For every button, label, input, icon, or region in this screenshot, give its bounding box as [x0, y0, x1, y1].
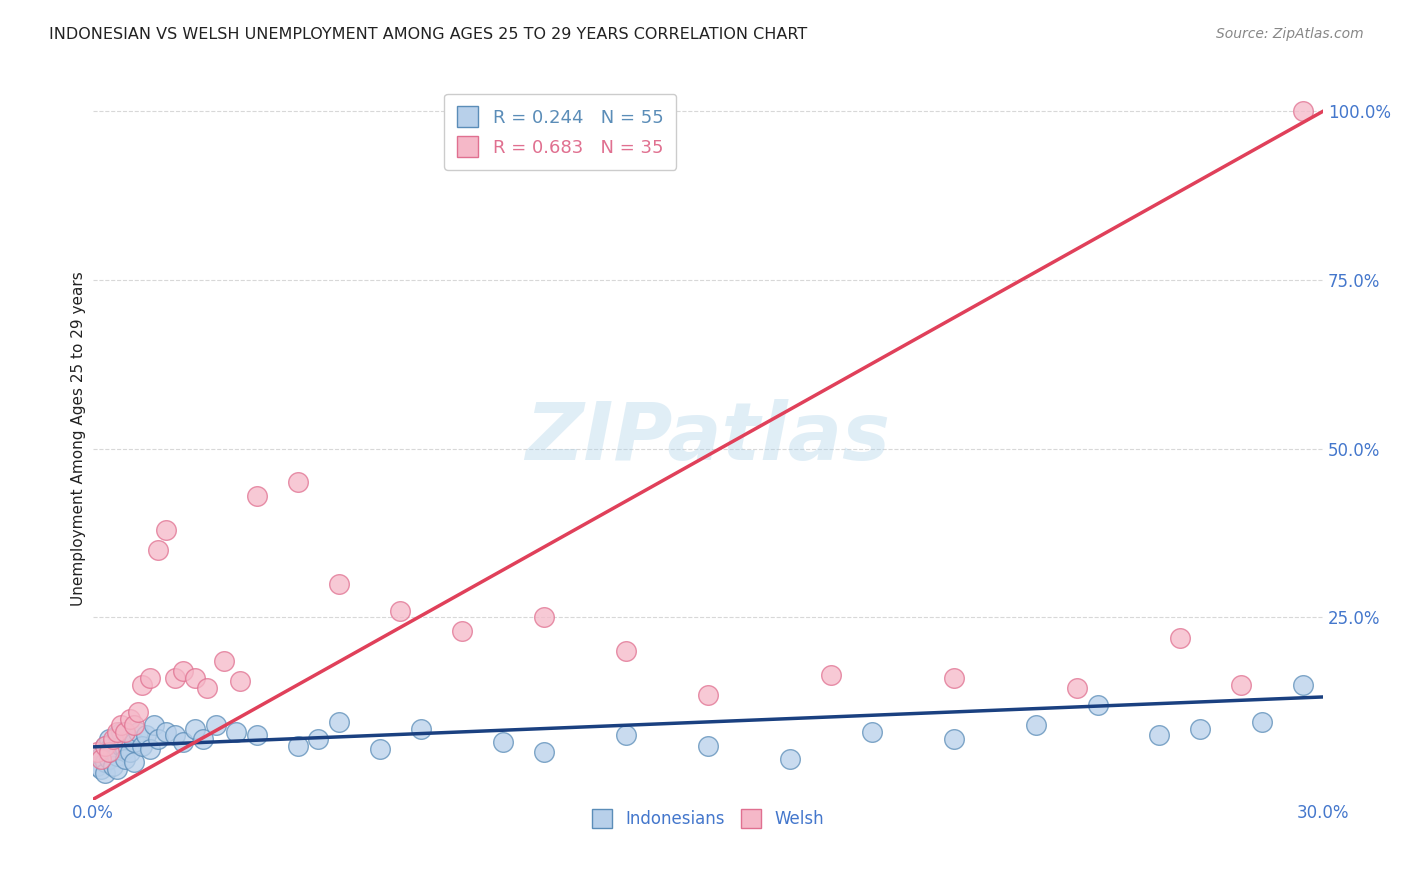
Point — [155, 523, 177, 537]
Point — [1168, 631, 1191, 645]
Point — [98, 731, 121, 746]
Point — [212, 654, 235, 668]
Point — [1147, 728, 1170, 742]
Point — [1025, 718, 1047, 732]
Point — [94, 739, 117, 753]
Point — [696, 739, 718, 753]
Legend: Indonesians, Welsh: Indonesians, Welsh — [585, 802, 831, 835]
Point — [1291, 678, 1313, 692]
Point — [105, 748, 128, 763]
Point — [860, 725, 883, 739]
Point — [101, 745, 124, 759]
Point — [114, 742, 136, 756]
Point — [696, 688, 718, 702]
Point — [101, 735, 124, 749]
Point — [118, 712, 141, 726]
Y-axis label: Unemployment Among Ages 25 to 29 years: Unemployment Among Ages 25 to 29 years — [72, 271, 86, 606]
Point — [533, 745, 555, 759]
Point — [246, 489, 269, 503]
Point — [148, 542, 170, 557]
Point — [184, 671, 207, 685]
Point — [184, 722, 207, 736]
Point — [139, 742, 162, 756]
Point — [409, 722, 432, 736]
Point — [163, 671, 186, 685]
Point — [122, 735, 145, 749]
Point — [1087, 698, 1109, 712]
Point — [1066, 681, 1088, 695]
Point — [533, 610, 555, 624]
Point — [110, 718, 132, 732]
Point — [135, 728, 157, 742]
Point — [131, 678, 153, 692]
Point — [389, 603, 412, 617]
Point — [114, 725, 136, 739]
Point — [127, 725, 149, 739]
Point — [820, 667, 842, 681]
Text: Source: ZipAtlas.com: Source: ZipAtlas.com — [1216, 27, 1364, 41]
Point — [193, 731, 215, 746]
Point — [90, 762, 112, 776]
Point — [94, 756, 117, 770]
Point — [122, 718, 145, 732]
Point — [943, 731, 966, 746]
Point — [492, 735, 515, 749]
Point — [229, 674, 252, 689]
Point — [127, 705, 149, 719]
Point — [101, 758, 124, 772]
Point — [131, 739, 153, 753]
Point — [328, 576, 350, 591]
Point — [90, 752, 112, 766]
Point — [287, 475, 309, 490]
Point — [943, 671, 966, 685]
Point — [1189, 722, 1212, 736]
Point — [110, 739, 132, 753]
Point — [86, 745, 108, 759]
Point — [90, 748, 112, 763]
Point — [139, 671, 162, 685]
Point — [122, 756, 145, 770]
Point — [94, 739, 117, 753]
Point — [614, 644, 637, 658]
Point — [163, 728, 186, 742]
Point — [118, 731, 141, 746]
Point — [172, 735, 194, 749]
Point — [143, 718, 166, 732]
Point — [197, 681, 219, 695]
Point — [105, 762, 128, 776]
Point — [114, 752, 136, 766]
Point — [614, 728, 637, 742]
Text: ZIPatlas: ZIPatlas — [526, 400, 890, 477]
Point — [105, 728, 128, 742]
Point — [155, 725, 177, 739]
Point — [86, 758, 108, 772]
Point — [328, 714, 350, 729]
Point — [287, 739, 309, 753]
Point — [779, 752, 801, 766]
Text: INDONESIAN VS WELSH UNEMPLOYMENT AMONG AGES 25 TO 29 YEARS CORRELATION CHART: INDONESIAN VS WELSH UNEMPLOYMENT AMONG A… — [49, 27, 807, 42]
Point — [368, 742, 391, 756]
Point — [204, 718, 226, 732]
Point — [101, 731, 124, 746]
Point — [246, 728, 269, 742]
Point — [1291, 104, 1313, 119]
Point — [94, 765, 117, 780]
Point — [110, 725, 132, 739]
Point — [1230, 678, 1253, 692]
Point — [118, 745, 141, 759]
Point — [450, 624, 472, 638]
Point — [148, 731, 170, 746]
Point — [98, 745, 121, 759]
Point — [225, 725, 247, 739]
Point — [172, 665, 194, 679]
Point — [1250, 714, 1272, 729]
Point — [307, 731, 329, 746]
Point — [98, 742, 121, 756]
Point — [98, 752, 121, 766]
Point — [105, 725, 128, 739]
